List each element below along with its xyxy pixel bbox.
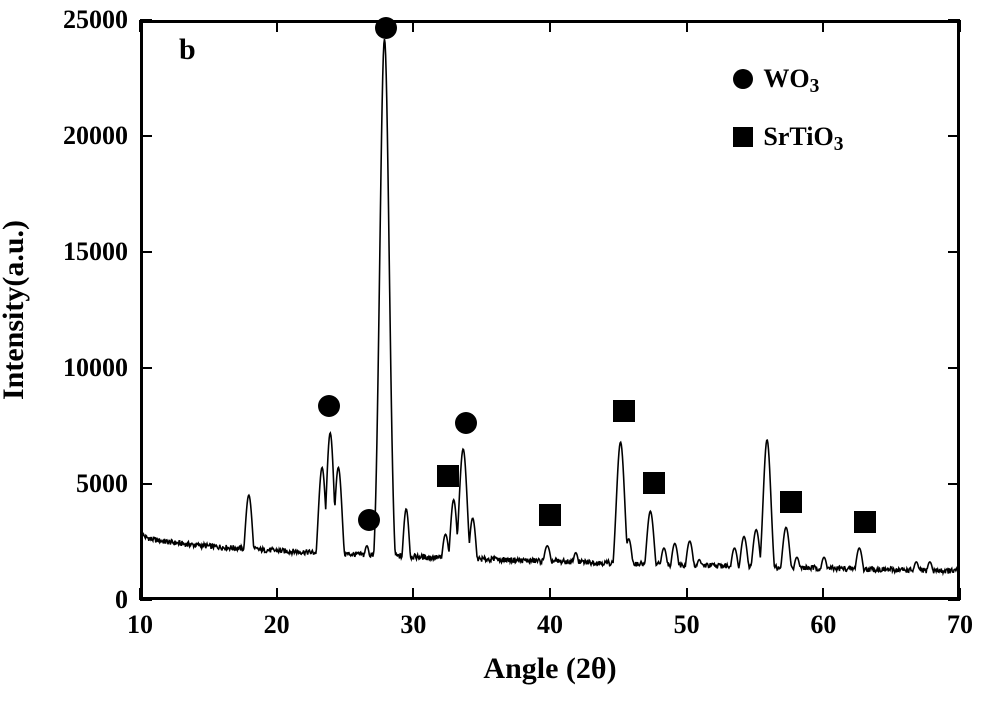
srtio3-marker [437,465,459,487]
legend-label: SrTiO3 [763,122,843,152]
x-tick-label: 60 [810,610,836,640]
wo3-marker [358,509,380,531]
srtio3-marker [780,491,802,513]
srtio3-marker [643,472,665,494]
xrd-figure: Intensity(a.u.) Angle (2θ) b WO3SrTiO3 1… [0,0,1000,710]
y-axis-label: Intensity(a.u.) [0,220,31,400]
xrd-trace [143,39,957,573]
y-tick [140,483,152,485]
y-tick [948,19,960,21]
wo3-marker [318,395,340,417]
y-tick [948,135,960,137]
y-tick [140,367,152,369]
wo3-marker [375,17,397,39]
plot-area: b WO3SrTiO3 [140,20,960,600]
srtio3-marker [613,400,635,422]
y-tick [140,251,152,253]
x-tick [686,20,688,32]
legend-label: WO3 [763,64,819,94]
x-tick [276,20,278,32]
x-tick [686,588,688,600]
y-tick [140,19,152,21]
x-tick-label: 20 [264,610,290,640]
square-icon [733,127,753,147]
x-tick [549,20,551,32]
x-tick-label: 40 [537,610,563,640]
y-tick [948,367,960,369]
legend-item: SrTiO3 [733,122,843,152]
x-tick [959,20,961,32]
x-tick [822,588,824,600]
x-tick-label: 10 [127,610,153,640]
x-tick [412,20,414,32]
legend-item: WO3 [733,64,819,94]
srtio3-marker [854,511,876,533]
y-tick [140,599,152,601]
wo3-marker [455,412,477,434]
x-axis-label: Angle (2θ) [140,652,960,686]
x-tick [276,588,278,600]
x-tick [549,588,551,600]
y-tick [140,135,152,137]
x-tick-label: 70 [947,610,973,640]
circle-icon [733,69,753,89]
x-tick [412,588,414,600]
srtio3-marker [539,504,561,526]
x-tick [822,20,824,32]
y-tick [948,599,960,601]
x-tick-label: 50 [674,610,700,640]
x-tick [139,20,141,32]
x-tick-label: 30 [400,610,426,640]
y-tick [948,483,960,485]
y-tick [948,251,960,253]
